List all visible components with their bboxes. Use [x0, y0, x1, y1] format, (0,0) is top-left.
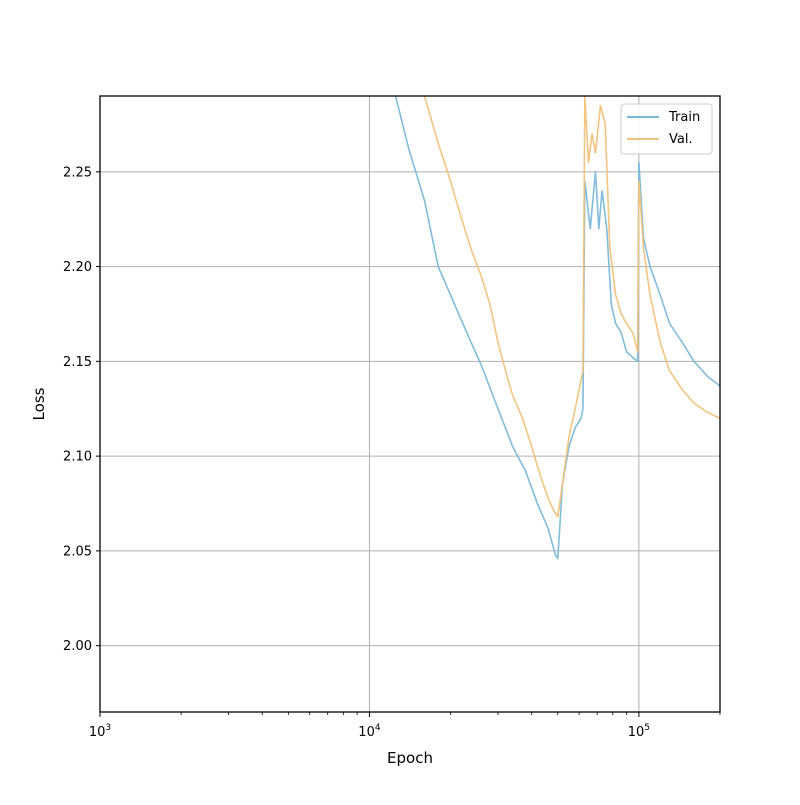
y-tick-label: 2.15	[63, 355, 92, 370]
y-axis-label: Loss	[30, 387, 48, 420]
y-tick-label: 2.25	[63, 165, 92, 180]
x-tick-label: 103	[89, 723, 111, 740]
y-tick-label: 2.00	[63, 639, 92, 654]
legend-label-train: Train	[668, 110, 700, 125]
legend: Train Val.	[620, 103, 713, 155]
series-line-val	[423, 96, 720, 518]
x-axis-label: Epoch	[387, 749, 433, 767]
y-tick-label: 2.20	[63, 260, 92, 275]
series-line-train	[394, 96, 720, 560]
legend-label-val: Val.	[669, 132, 693, 147]
series-lines	[394, 96, 720, 560]
grid-lines	[99, 96, 720, 712]
y-axis-ticks: 2.00 2.05 2.10 2.15 2.20 2.25	[63, 165, 100, 654]
plot-frame	[99, 95, 721, 713]
x-axis-ticks: 103 104 105	[89, 712, 721, 740]
y-tick-label: 2.05	[63, 544, 92, 559]
y-tick-label: 2.10	[63, 450, 92, 465]
x-tick-label: 105	[628, 723, 650, 740]
x-tick-label: 104	[358, 723, 381, 740]
